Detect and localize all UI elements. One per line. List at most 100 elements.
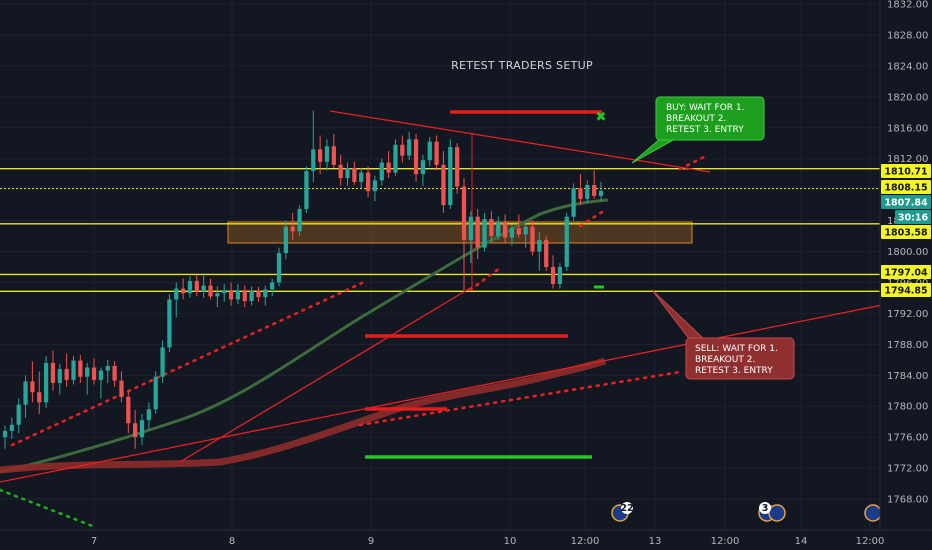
time-tick-label: 12:00 [571, 536, 600, 547]
price-label-box [881, 265, 931, 279]
candle [146, 402, 151, 430]
candle [434, 135, 439, 171]
dotted-green-projection [0, 488, 97, 529]
buy-callout[interactable]: BUY: WAIT FOR 1. BREAKOUT 2. RETEST 3. E… [631, 96, 765, 164]
candle-body [304, 171, 309, 209]
candle [468, 211, 473, 264]
price-label-text: 1808.15 [884, 183, 927, 194]
candle-body [578, 188, 583, 199]
candle [372, 175, 378, 202]
candle-body [126, 396, 131, 424]
event-badges[interactable]: 22 3 [611, 502, 882, 522]
candle-body [400, 144, 405, 156]
candle [407, 131, 412, 161]
candle-body [489, 219, 494, 237]
candle-body [146, 409, 151, 421]
candle [23, 375, 28, 418]
candle [57, 363, 62, 395]
candle [297, 205, 302, 237]
resistance-trend-line [329, 110, 711, 173]
time-axis[interactable] [0, 530, 932, 550]
candle-body [502, 222, 508, 238]
candle-body [270, 282, 275, 290]
candle [270, 278, 275, 297]
candle-body [550, 266, 556, 284]
candle [386, 150, 391, 179]
candle-body [592, 184, 597, 196]
candle-body [413, 139, 419, 175]
price-tick-label: 1788.00 [887, 340, 928, 351]
buy-note-line-2: BREAKOUT 2. [666, 114, 726, 124]
candle [242, 285, 247, 308]
candle [585, 180, 590, 204]
candle-body [359, 172, 364, 182]
candle-body [256, 290, 261, 298]
price-label-text: 1810.71 [884, 167, 927, 178]
candle [427, 137, 432, 167]
price-tick-label: 1772.00 [887, 464, 928, 475]
candle [345, 162, 350, 186]
price-label-box [895, 210, 931, 224]
candle [448, 139, 453, 209]
price-tick-label: 1768.00 [887, 495, 928, 506]
candle [550, 255, 556, 289]
candle-body [180, 288, 186, 294]
price-tick-label: 1832.00 [887, 0, 928, 11]
price-label-box [881, 195, 931, 209]
price-tick-label: 1828.00 [887, 30, 928, 41]
candle-body [475, 216, 480, 248]
candle-body [91, 367, 97, 380]
buy-note-line-3: RETEST 3. ENTRY [666, 125, 744, 135]
candle-body [30, 381, 35, 393]
price-label-box [881, 164, 931, 178]
sell-callout[interactable]: SELL: WAIT FOR 1. BREAKOUT 2. RETEST 3. … [651, 289, 795, 380]
price-label-box [881, 180, 931, 194]
candle [516, 214, 521, 238]
candle [187, 276, 193, 298]
candle-body [530, 226, 535, 252]
candle [30, 361, 35, 403]
price-label-box [881, 225, 931, 239]
candle [283, 220, 288, 260]
candle [571, 183, 576, 221]
dotted-trend-projection [358, 370, 682, 427]
price-label-text: 1807.84 [884, 198, 928, 209]
candle [578, 174, 583, 206]
price-label-box [881, 283, 931, 297]
candle-body [160, 347, 165, 377]
time-tick-label: 10 [504, 536, 517, 547]
flag-event-icon[interactable] [768, 504, 786, 522]
candle-body [427, 141, 432, 161]
candle-body [318, 149, 323, 162]
candle-body [372, 180, 378, 192]
candle-body [57, 369, 62, 383]
candle-body [297, 208, 302, 232]
candle [365, 166, 371, 198]
event-count-badge [759, 502, 771, 514]
time-axis-ticks: 7 8 9 10 12:00 13 12:00 14 12:00 [91, 536, 885, 547]
candle-body [283, 226, 288, 254]
flag-event-icon[interactable] [864, 504, 882, 522]
candle-body [112, 365, 117, 381]
candle [263, 285, 268, 306]
price-tick-label: 1820.00 [887, 92, 928, 103]
candle-body [105, 365, 110, 371]
candle-body [516, 228, 521, 235]
candle-body [345, 167, 350, 179]
candle [174, 282, 179, 318]
candle [276, 247, 282, 287]
event-count-label: 3 [762, 503, 769, 514]
candle [379, 158, 384, 186]
candle-body [78, 360, 83, 377]
candle [2, 425, 8, 449]
candle [180, 278, 186, 300]
time-tick-label: 14 [795, 536, 808, 547]
price-tick-label: 1792.00 [887, 309, 928, 320]
candle [331, 133, 336, 168]
event-count-label: 22 [620, 503, 633, 514]
candle-body [50, 362, 56, 383]
candle-body [201, 285, 206, 292]
candle [523, 222, 528, 248]
long-trend-line [0, 294, 932, 483]
